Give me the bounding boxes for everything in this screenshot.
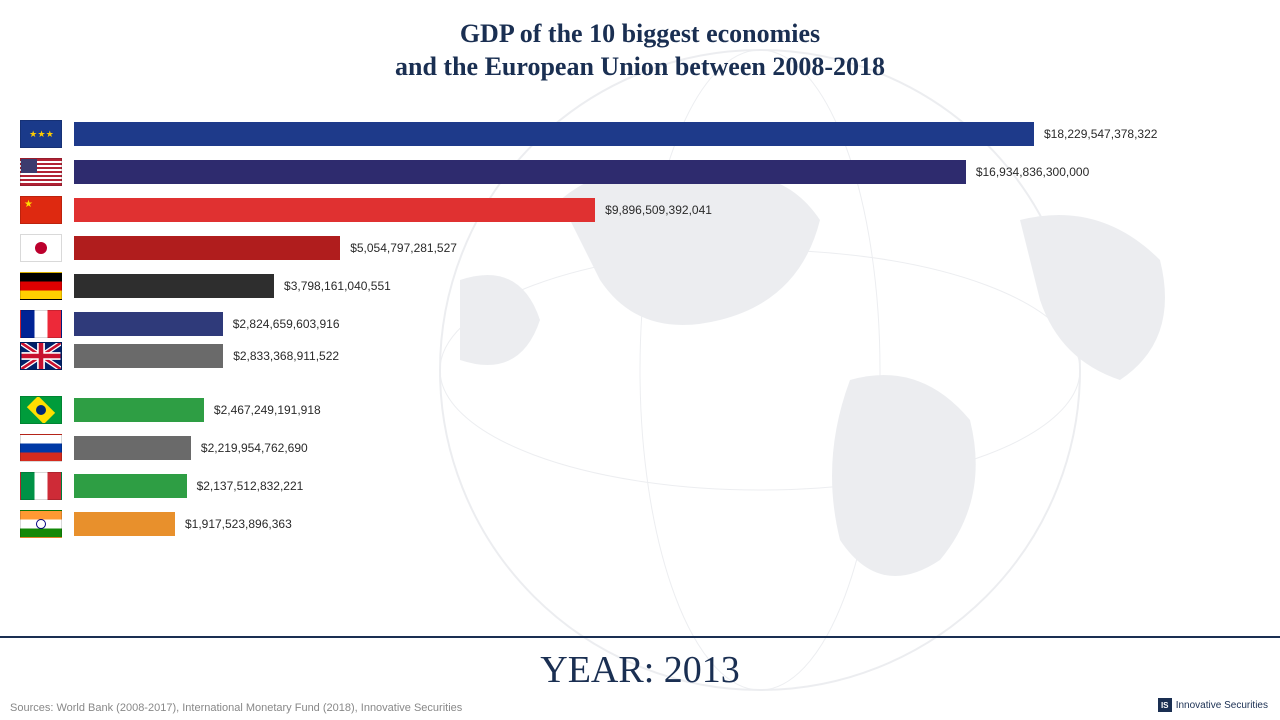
bar-row-ru: $2,219,954,762,690 [20,434,1240,462]
flag-it-icon [20,472,62,500]
bar-in [74,512,175,536]
bar-row-gb: $2,833,368,911,522 [20,342,1240,370]
flag-ru-icon [20,434,62,462]
title-line-1: GDP of the 10 biggest economies [0,18,1280,51]
bar-row-cn: $9,896,509,392,041 [20,196,1240,224]
title-line-2: and the European Union between 2008-2018 [0,51,1280,84]
flag-br-icon [20,396,62,424]
year-label: YEAR: 2013 [0,648,1280,692]
bar-area: $3,798,161,040,551 [74,272,1240,300]
value-cn: $9,896,509,392,041 [605,203,712,217]
bar-row-in: $1,917,523,896,363 [20,510,1240,538]
bar-area: $2,467,249,191,918 [74,396,1240,424]
value-gb: $2,833,368,911,522 [233,349,339,363]
bar-fr [74,312,223,336]
bar-row-de: $3,798,161,040,551 [20,272,1240,300]
value-ru: $2,219,954,762,690 [201,441,308,455]
brand-text: Innovative Securities [1176,700,1268,711]
value-fr: $2,824,659,603,916 [233,317,340,331]
bar-it [74,474,187,498]
bar-us [74,160,966,184]
flag-fr-icon [20,310,62,338]
bar-area: $18,229,547,378,322 [74,120,1240,148]
bar-de [74,274,274,298]
flag-cn-icon [20,196,62,224]
bar-area: $2,833,368,911,522 [74,342,1240,370]
bar-row-jp: $5,054,797,281,527 [20,234,1240,262]
bar-area: $16,934,836,300,000 [74,158,1240,186]
flag-jp-icon [20,234,62,262]
bar-row-us: $16,934,836,300,000 [20,158,1240,186]
brand-icon: IS [1158,698,1172,712]
bar-eu [74,122,1034,146]
bar-area: $5,054,797,281,527 [74,234,1240,262]
bar-jp [74,236,340,260]
bar-row-it: $2,137,512,832,221 [20,472,1240,500]
bar-ru [74,436,191,460]
bar-area: $9,896,509,392,041 [74,196,1240,224]
flag-de-icon [20,272,62,300]
value-br: $2,467,249,191,918 [214,403,321,417]
value-eu: $18,229,547,378,322 [1044,127,1157,141]
sources-text: Sources: World Bank (2008-2017), Interna… [10,702,462,714]
bar-gb [74,344,223,368]
flag-us-icon [20,158,62,186]
value-de: $3,798,161,040,551 [284,279,391,293]
bar-row-eu: ★ ★ ★ $18,229,547,378,322 [20,120,1240,148]
bar-row-br: $2,467,249,191,918 [20,396,1240,424]
value-jp: $5,054,797,281,527 [350,241,457,255]
flag-gb-icon [20,342,62,370]
bar-area: $2,219,954,762,690 [74,434,1240,462]
flag-in-icon [20,510,62,538]
bar-cn [74,198,595,222]
bar-area: $2,824,659,603,916 [74,310,1240,338]
footer-divider [0,636,1280,638]
flag-eu-icon: ★ ★ ★ [20,120,62,148]
brand-badge: IS Innovative Securities [1158,698,1268,712]
bar-row-fr: $2,824,659,603,916 [20,310,1240,338]
value-in: $1,917,523,896,363 [185,517,292,531]
bar-area: $1,917,523,896,363 [74,510,1240,538]
bar-br [74,398,204,422]
value-it: $2,137,512,832,221 [197,479,304,493]
chart-title: GDP of the 10 biggest economies and the … [0,0,1280,83]
bar-area: $2,137,512,832,221 [74,472,1240,500]
value-us: $16,934,836,300,000 [976,165,1089,179]
gdp-bar-chart: ★ ★ ★ $18,229,547,378,322 $16,934,836,300,… [20,120,1240,548]
